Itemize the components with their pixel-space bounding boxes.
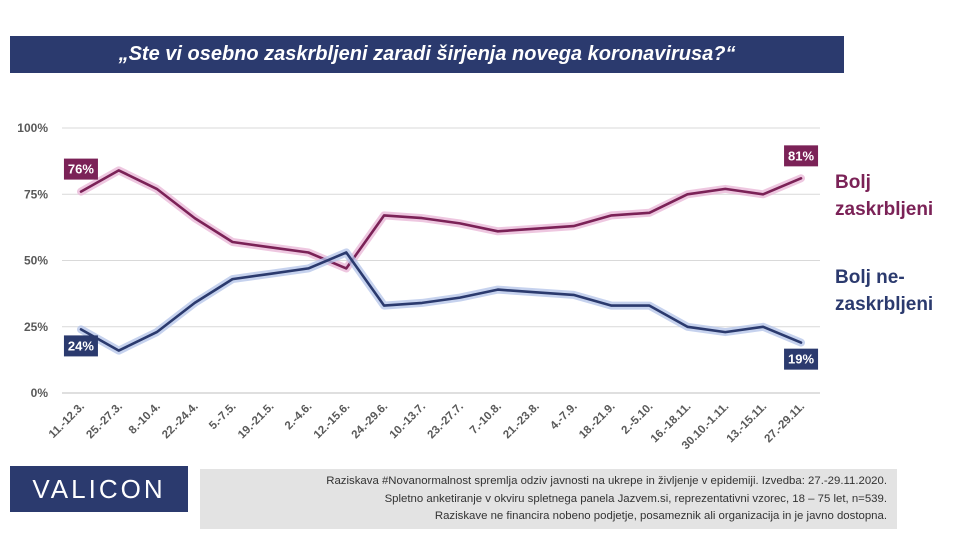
valicon-logo: VALICON [10,466,188,512]
title-bar: „Ste vi osebno zaskrbljeni zaradi širjen… [10,36,844,73]
y-axis: 0% 25% 50% 75% 100% [17,121,48,400]
y-tick-label: 0% [31,386,49,400]
data-label: 24% [63,335,98,357]
data-label-text: 76% [68,162,94,177]
x-tick-label: 2.-4.6. [283,401,315,433]
legend-worried-line-2: zaskrbljeni [835,199,934,220]
footnote-line-2: Spletno anketiranje v okviru spletnega p… [384,492,887,505]
series-line [79,251,803,352]
x-tick-label: 18.-21.9. [577,401,618,442]
x-tick-label: 22.-24.4. [160,401,201,442]
y-tick-label: 75% [24,187,48,201]
x-tick-label: 10.-13.7. [388,401,429,442]
x-tick-label: 4.-7.9. [548,401,580,433]
legend-not-worried-line-1: Bolj ne- [835,267,905,288]
x-tick-label: 21.-23.8. [501,401,542,442]
y-tick-label: 25% [24,320,48,334]
series-line-glow [77,166,805,273]
footnote-box: Raziskava #Novanormalnost spremlja odziv… [200,469,897,529]
x-tick-label: 24.-29.6. [350,401,391,442]
x-tick-label: 7.-10.8. [468,401,504,437]
data-label: 81% [784,145,819,167]
data-label-text: 19% [788,352,814,367]
logo-text: VALICON [32,473,166,504]
footnote-line-3: Raziskave ne financira nobeno podjetje, … [434,510,887,522]
x-tick-label: 5.-7.5. [207,401,239,433]
y-tick-label: 50% [24,254,48,268]
x-tick-label: 25.-27.3. [84,401,125,442]
x-tick-label: 11.-12.3. [47,401,87,441]
footnote-line-1: Raziskava #Novanormalnost spremlja odziv… [326,475,887,487]
data-label-box [63,158,98,180]
legend-not-worried-line-2: zaskrbljeni [835,294,934,315]
x-tick-label: 13.-15.11. [725,401,770,446]
series [77,166,805,355]
chart-title: „Ste vi osebno zaskrbljeni zaradi širjen… [118,43,736,65]
data-label-box [784,348,819,370]
x-tick-label: 8.-10.4. [127,401,163,437]
data-label: 76% [63,158,98,180]
y-tick-label: 100% [17,121,48,135]
data-labels: 76% 81% 24% 19% [63,145,819,370]
x-tick-label: 2.-5.10. [620,401,656,437]
data-label-text: 81% [788,148,814,163]
x-tick-label: 27.-29.11. [763,401,808,446]
data-label-text: 24% [68,338,94,353]
x-tick-label: 19.-21.5. [236,401,277,442]
series-line [79,169,803,270]
x-axis: 11.-12.3.25.-27.3. 8.-10.4.22.-24.4. 5.-7.… [47,401,807,452]
grid [62,127,820,394]
line-chart: 0% 25% 50% 75% 100% 11.-12.3.25.-27.3. 8.-10.… [17,121,820,452]
legend-worried: Bolj zaskrbljeni [835,169,933,223]
x-tick-label: 12.-15.6. [312,401,353,442]
legend-not-worried: Bolj ne- zaskrbljeni [835,264,933,318]
data-label-box [63,335,98,357]
data-label: 19% [784,348,819,370]
x-tick-label: 23.-27.7. [425,401,466,442]
legend-worried-line-1: Bolj [835,172,871,193]
data-label-box [784,145,819,167]
